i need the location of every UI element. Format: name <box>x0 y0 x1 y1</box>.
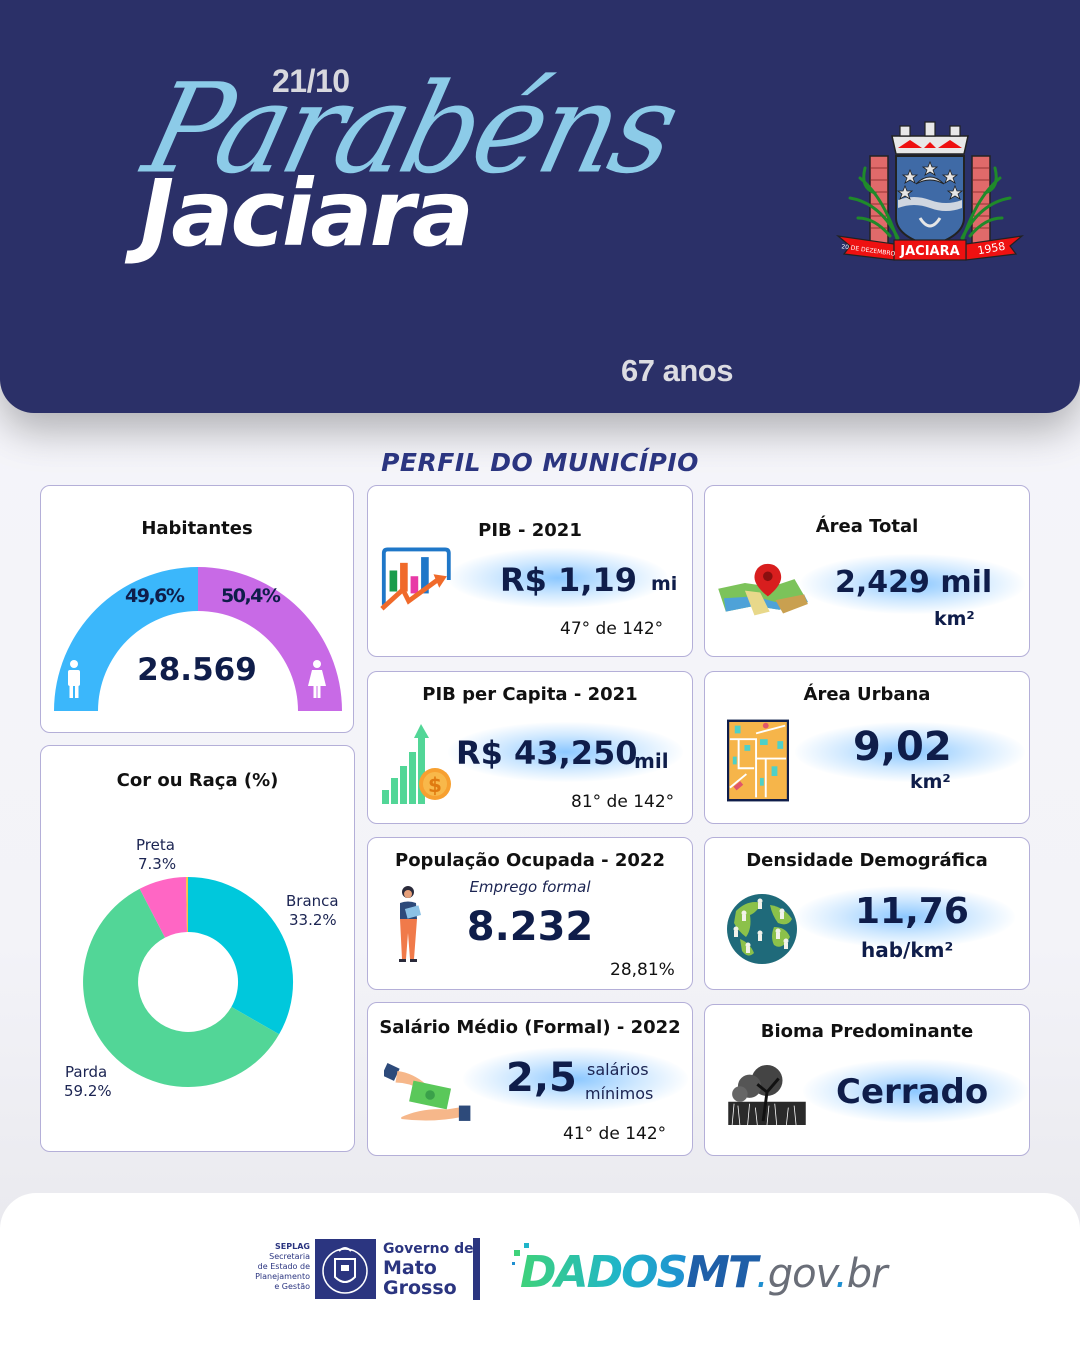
densidade-unit: hab/km² <box>861 938 954 962</box>
bioma-value: Cerrado <box>836 1072 989 1112</box>
salario-unit-line2: mínimos <box>585 1084 654 1103</box>
globe-people-icon <box>727 894 797 964</box>
salario-medio-rank: 41° de 142° <box>563 1124 667 1144</box>
area-urbana-unit: km² <box>910 771 951 793</box>
header-banner: Parabéns 21/10 Jaciara 67 anos <box>0 0 1080 413</box>
female-icon <box>308 660 326 698</box>
cerrado-tree-icon <box>728 1064 806 1125</box>
card-densidade: Densidade Demográfica 11,76 hab/km² <box>704 837 1030 990</box>
pib-value: R$ 1,19 <box>500 561 637 599</box>
card-habitantes: Habitantes 49,6% 50,4% 28.569 <box>40 485 354 733</box>
city-name: Jaciara <box>140 160 474 267</box>
pib-per-capita-rank: 81° de 142° <box>571 792 675 812</box>
label-branca-name: Branca <box>286 892 339 910</box>
money-growth-icon: $ <box>382 724 451 804</box>
card-title: Habitantes <box>141 518 253 539</box>
growth-chart-icon <box>380 547 451 611</box>
area-urbana-value: 9,02 <box>853 724 952 770</box>
population-total: 28.569 <box>137 652 257 688</box>
male-percent: 49,6% <box>125 585 185 607</box>
section-title: PERFIL DO MUNICÍPIO <box>381 448 699 477</box>
gender-gauge-chart <box>54 567 342 711</box>
card-title: Área Total <box>815 516 919 537</box>
pib-rank: 47° de 142° <box>560 619 664 639</box>
area-total-value: 2,429 mil <box>835 565 993 600</box>
salario-unit-line1: salários <box>587 1060 649 1079</box>
area-total-unit: km² <box>934 608 975 630</box>
dados-pixel-icon <box>512 1243 529 1265</box>
anniversary-date: 21/10 <box>272 63 350 99</box>
densidade-value: 11,76 <box>855 891 969 932</box>
card-title: Cor ou Raça (%) <box>116 770 279 791</box>
city-age: 67 anos <box>621 353 733 388</box>
card-area-total: Área Total 2,429 mil km² <box>704 485 1030 657</box>
pib-per-capita-value: R$ 43,250 <box>456 734 638 772</box>
footer <box>0 1193 1080 1350</box>
male-icon <box>68 660 80 698</box>
label-preta-name: Preta <box>136 836 175 854</box>
salario-medio-value: 2,5 <box>506 1055 577 1101</box>
svg-text:$: $ <box>428 773 442 797</box>
populacao-ocupada-value: 8.232 <box>466 904 594 950</box>
label-branca-value: 33.2% <box>289 911 337 929</box>
card-bioma: Bioma Predominante Cerrado <box>704 1004 1030 1156</box>
logo-separator <box>473 1238 480 1300</box>
card-salario-medio: Salário Médio (Formal) - 2022 2,5 salári… <box>367 1002 693 1156</box>
svg-text:1958: 1958 <box>976 240 1006 258</box>
pib-unit: mi <box>651 573 678 595</box>
label-parda-value: 59.2% <box>64 1082 112 1100</box>
governo-mt-logo: Governo de Mato Grosso <box>383 1241 474 1299</box>
female-percent: 50,4% <box>221 585 281 607</box>
card-title: Área Urbana <box>803 684 931 705</box>
card-title: População Ocupada - 2022 <box>395 850 665 871</box>
label-parda-name: Parda <box>65 1063 108 1081</box>
card-title: PIB per Capita - 2021 <box>422 684 638 705</box>
card-pib-per-capita: PIB per Capita - 2021 $ R$ 43,250 mil 81… <box>367 671 693 824</box>
subtitle-emprego-formal: Emprego formal <box>469 878 591 896</box>
card-title: Densidade Demográfica <box>746 850 988 871</box>
city-map-icon <box>727 719 789 802</box>
card-populacao-ocupada: População Ocupada - 2022 Emprego formal … <box>367 837 693 990</box>
card-pib: PIB - 2021 R$ 1,19 mi 47° de 142° <box>367 485 693 657</box>
worker-woman-icon <box>399 886 422 962</box>
pib-per-capita-unit: mil <box>634 749 669 773</box>
label-preta-value: 7.3% <box>138 855 177 873</box>
card-title: Salário Médio (Formal) - 2022 <box>379 1017 681 1038</box>
card-title: PIB - 2021 <box>478 520 582 541</box>
populacao-ocupada-percent: 28,81% <box>610 960 675 980</box>
money-handover-icon <box>384 1063 471 1121</box>
card-area-urbana: Área Urbana 9,02 km² <box>704 671 1030 824</box>
dadosmt-logo[interactable]: DADOSMT.gov.br <box>520 1247 888 1298</box>
mato-grosso-coat-of-arms-icon <box>315 1239 376 1299</box>
card-cor-raca: Cor ou Raça (%) Preta 7.3% Branca 33.2% … <box>40 745 355 1152</box>
svg-text:JACIARA: JACIARA <box>899 244 959 259</box>
race-donut-chart <box>83 876 294 1088</box>
seplag-text: SEPLAG Secretaria de Estado de Planejame… <box>255 1242 310 1291</box>
card-title: Bioma Predominante <box>760 1021 974 1042</box>
city-crest-icon: JACIARA 20 DE DEZEMBRO 1958 <box>835 121 1025 261</box>
map-pin-icon <box>718 563 808 616</box>
